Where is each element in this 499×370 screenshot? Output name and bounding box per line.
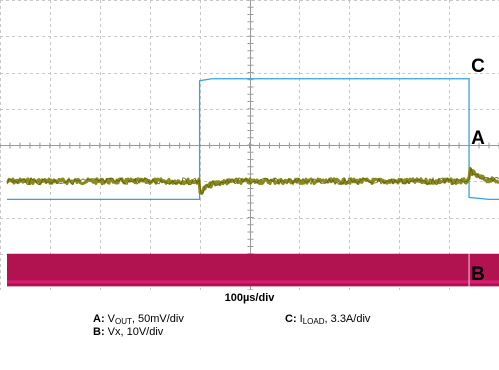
legend-c-key: C: [285, 313, 297, 325]
legend-a-subscript: OUT [115, 317, 132, 326]
oscilloscope-plot: C A B [0, 0, 499, 290]
legend-c-subscript: LOAD [302, 317, 325, 326]
channel-a-noise [6, 167, 499, 194]
legend-b: B: Vx, 10V/div [93, 326, 163, 338]
legend-a: A: VOUT, 50mV/div [93, 313, 184, 326]
grid [0, 0, 499, 290]
legend-a-key: A: [93, 313, 105, 325]
channel-b-marker: B [471, 264, 485, 285]
channel-a-marker: A [471, 128, 485, 149]
traces [6, 78, 499, 287]
channel-c-marker: C [471, 56, 485, 77]
legend-b-key: B: [93, 326, 105, 338]
legend-a-scale: , 50mV/div [131, 313, 184, 325]
legend-c-quantity: I [299, 313, 303, 325]
channel-b-band-edge [7, 280, 499, 284]
timebase-label: 100µs/div [224, 292, 275, 304]
channel-a-trace [6, 166, 499, 195]
legend-b-text: Vx, 10V/div [104, 326, 164, 338]
legend-c: C: ILOAD, 3.3A/div [285, 313, 371, 326]
legend-a-quantity: V [107, 313, 116, 325]
legend-c-scale: , 3.3A/div [324, 313, 371, 325]
